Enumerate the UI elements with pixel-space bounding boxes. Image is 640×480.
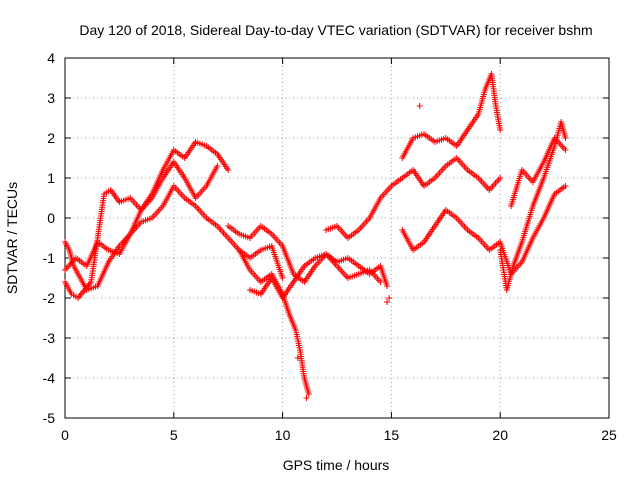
data-point-A bbox=[225, 167, 232, 173]
data-point-H bbox=[497, 127, 504, 133]
data-point-outliers bbox=[416, 103, 423, 109]
y-tick-label: 0 bbox=[47, 210, 55, 226]
y-tick-label: -1 bbox=[43, 250, 56, 266]
x-tick-label: 25 bbox=[601, 427, 617, 443]
y-tick-label: -2 bbox=[43, 290, 56, 306]
y-axis-label: SDTVAR / TECUs bbox=[4, 182, 20, 294]
data-point-C bbox=[214, 163, 221, 169]
data-point-F bbox=[377, 279, 384, 285]
x-tick-label: 20 bbox=[492, 427, 508, 443]
plot-frame bbox=[64, 57, 610, 419]
data-point-J bbox=[562, 135, 569, 141]
x-tick-label: 15 bbox=[384, 427, 400, 443]
y-tick-label: 4 bbox=[47, 50, 55, 66]
data-point-outliers bbox=[384, 299, 391, 305]
y-tick-label: -3 bbox=[43, 330, 56, 346]
axis-ticks: 0 5 10 15 20 25 -5 -4 -3 -2 -1 0 1 2 3 4 bbox=[43, 50, 617, 443]
data-point-outliers bbox=[386, 295, 393, 301]
x-axis-label: GPS time / hours bbox=[283, 457, 390, 473]
y-tick-label: -5 bbox=[43, 410, 56, 426]
x-tick-label: 5 bbox=[170, 427, 178, 443]
data-point-D bbox=[384, 283, 391, 289]
y-tick-label: 2 bbox=[47, 130, 55, 146]
data-markers bbox=[62, 71, 569, 401]
y-tick-label: 1 bbox=[47, 170, 55, 186]
data-point-I bbox=[562, 183, 569, 189]
y-tick-label: 3 bbox=[47, 90, 55, 106]
data-point-K bbox=[562, 147, 569, 153]
data-point-E bbox=[305, 391, 312, 397]
data-point-outliers bbox=[294, 355, 301, 361]
y-tick-label: -4 bbox=[43, 370, 56, 386]
x-tick-label: 10 bbox=[275, 427, 291, 443]
x-tick-label: 0 bbox=[61, 427, 69, 443]
chart-title: Day 120 of 2018, Sidereal Day-to-day VTE… bbox=[79, 22, 592, 38]
data-point-G bbox=[497, 175, 504, 181]
data-point-outliers bbox=[303, 395, 310, 401]
grid bbox=[65, 58, 609, 418]
data-point-B bbox=[279, 275, 286, 281]
